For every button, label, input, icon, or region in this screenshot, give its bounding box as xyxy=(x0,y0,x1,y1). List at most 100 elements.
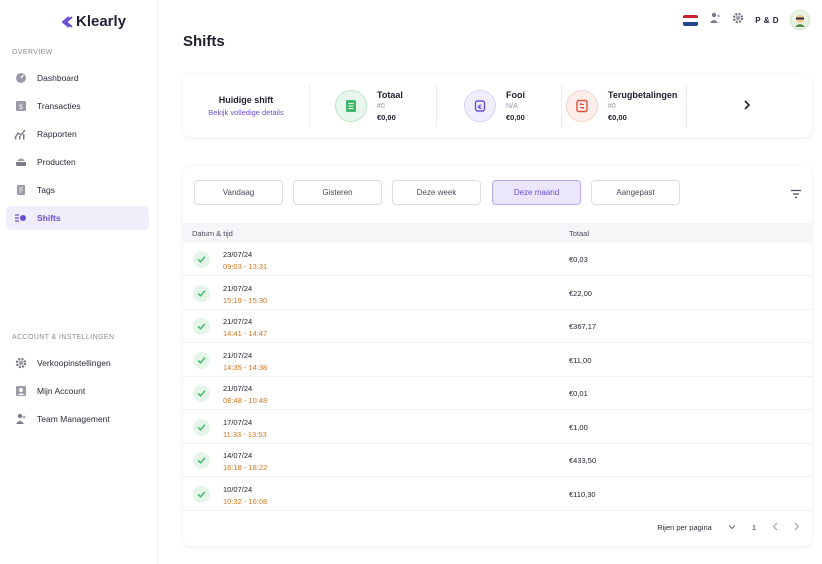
filter-deze-maand[interactable]: Deze maand xyxy=(492,180,581,205)
stat-count: #0 xyxy=(608,102,616,110)
language-flag-icon[interactable] xyxy=(683,14,699,26)
check-circle-icon xyxy=(193,251,210,268)
table-row[interactable]: 10/07/24 10:32 - 16:08 €110,30 xyxy=(183,478,812,511)
row-total: €0,03 xyxy=(569,255,588,264)
row-date: 21/07/24 xyxy=(223,350,253,360)
filter-vandaag[interactable]: Vandaag xyxy=(194,180,283,205)
row-time: 08:48 - 10:48 xyxy=(223,396,268,405)
row-total: €0,01 xyxy=(569,389,588,398)
dashboard-icon xyxy=(14,72,27,85)
sidebar-item-mijn-account[interactable]: Mijn Account xyxy=(6,379,149,403)
row-total: €1,00 xyxy=(569,422,588,432)
svg-text:€: € xyxy=(477,103,483,111)
row-total: €22,00 xyxy=(569,288,592,298)
divider xyxy=(309,84,310,127)
chevron-down-icon xyxy=(728,525,736,530)
column-header-totaal[interactable]: Totaal xyxy=(569,229,590,238)
table-row[interactable]: 17/07/24 11:33 - 13:53 €1,00 xyxy=(183,411,812,444)
check-circle-icon xyxy=(193,452,210,469)
table-row[interactable]: 21/07/24 08:48 - 10:48 €0,01 xyxy=(183,377,812,410)
sidebar: Klearly OVERVIEW Dashboard $ Transacties… xyxy=(0,0,158,564)
column-header-datum[interactable]: Datum & tijd xyxy=(192,229,233,238)
filter-icon[interactable] xyxy=(790,186,802,199)
users-icon[interactable] xyxy=(709,11,721,29)
table-header: Datum & tijd Totaal xyxy=(183,223,812,243)
sidebar-item-team-management[interactable]: Team Management xyxy=(6,407,149,431)
row-time: 09:03 - 13:31 xyxy=(223,262,268,271)
tip-icon: € xyxy=(464,89,496,122)
table-row[interactable]: 14/07/24 16:18 - 18:22 €433,50 xyxy=(183,444,812,477)
table-row[interactable]: 23/07/24 09:03 - 13:31 €0,03 xyxy=(183,243,812,276)
gear-icon xyxy=(14,357,27,370)
current-shift-block: Huidige shift Bekijk volledige details xyxy=(183,74,309,137)
next-page-icon[interactable] xyxy=(794,522,800,533)
sidebar-item-label: Team Management xyxy=(37,414,110,424)
sidebar-item-producten[interactable]: Producten xyxy=(6,150,149,174)
sidebar-item-label: Mijn Account xyxy=(37,386,86,396)
settings-gear-icon[interactable] xyxy=(732,11,744,29)
row-total: €367,17 xyxy=(569,322,597,331)
filter-deze-week[interactable]: Deze week xyxy=(392,180,481,205)
row-time: 15:19 - 15:30 xyxy=(223,295,268,305)
filter-aangepast[interactable]: Aangepast xyxy=(591,180,680,205)
stat-terugbetalingen: Terugbetalingen #0 €0,00 xyxy=(566,74,677,137)
row-date: 21/07/24 xyxy=(223,384,253,393)
chevron-right-icon[interactable] xyxy=(740,98,754,112)
sidebar-item-label: Rapporten xyxy=(37,129,77,139)
check-circle-icon xyxy=(193,385,210,402)
sidebar-item-rapporten[interactable]: Rapporten xyxy=(6,122,149,146)
sidebar-item-label: Dashboard xyxy=(37,73,79,83)
current-shift-title: Huidige shift xyxy=(218,94,274,105)
row-time: 14:41 - 14:47 xyxy=(223,329,268,338)
sidebar-item-verkoopinstellingen[interactable]: Verkoopinstellingen xyxy=(6,351,149,375)
filter-gisteren[interactable]: Gisteren xyxy=(293,180,382,205)
stat-value: €0,00 xyxy=(377,112,396,122)
avatar-icon xyxy=(795,15,805,27)
view-details-link[interactable]: Bekijk volledige details xyxy=(208,107,284,117)
table-row[interactable]: 21/07/24 14:41 - 14:47 €367,17 xyxy=(183,310,812,343)
current-shift-summary-card: Huidige shift Bekijk volledige details T… xyxy=(183,74,812,137)
stat-fooi: € Fooi N/A €0,00 xyxy=(464,74,525,137)
svg-text:$: $ xyxy=(18,103,22,111)
table-row[interactable]: 21/07/24 14:35 - 14:38 €11,00 xyxy=(183,344,812,377)
check-circle-icon xyxy=(193,418,210,436)
prev-page-icon[interactable] xyxy=(772,522,778,533)
products-icon xyxy=(14,156,27,169)
sidebar-item-tags[interactable]: Tags xyxy=(6,178,149,202)
stat-value: €0,00 xyxy=(506,112,525,122)
stat-label: Terugbetalingen xyxy=(608,89,678,100)
row-date: 21/07/24 xyxy=(223,283,253,293)
rows-per-page-label: Rijen per pagina xyxy=(657,523,712,532)
row-time: 14:35 - 14:38 xyxy=(223,362,268,372)
team-icon xyxy=(14,413,27,426)
row-time: 10:32 - 16:08 xyxy=(223,496,268,506)
shifts-icon xyxy=(14,212,27,225)
overview-section-label: OVERVIEW xyxy=(12,49,53,56)
sidebar-item-label: Tags xyxy=(37,185,55,195)
sidebar-item-label: Verkoopinstellingen xyxy=(37,358,111,368)
row-time: 16:18 - 18:22 xyxy=(223,463,268,472)
stat-totaal: Totaal #0 €0,00 xyxy=(335,74,403,137)
rows-per-page-select[interactable] xyxy=(728,523,736,532)
stat-count: N/A xyxy=(506,102,518,110)
user-name[interactable]: P & D xyxy=(755,15,779,25)
transactions-icon: $ xyxy=(14,100,27,113)
page-title: Shifts xyxy=(183,33,225,50)
avatar[interactable] xyxy=(790,10,810,30)
brand-logo[interactable]: Klearly xyxy=(60,13,126,30)
divider xyxy=(561,84,562,127)
sidebar-item-dashboard[interactable]: Dashboard xyxy=(6,66,149,90)
row-date: 10/07/24 xyxy=(223,484,253,494)
table-row[interactable]: 21/07/24 15:19 - 15:30 €22,00 xyxy=(183,277,812,310)
account-icon xyxy=(14,385,27,398)
row-date: 14/07/24 xyxy=(223,451,253,460)
pagination: Rijen per pagina 1 xyxy=(657,522,800,533)
sidebar-item-transacties[interactable]: $ Transacties xyxy=(6,94,149,118)
stat-value: €0,00 xyxy=(608,112,627,122)
row-total: €110,30 xyxy=(569,489,596,499)
total-icon xyxy=(335,89,367,122)
row-date: 17/07/24 xyxy=(223,417,253,427)
sidebar-item-shifts[interactable]: Shifts xyxy=(6,206,149,230)
stat-count: #0 xyxy=(377,102,385,110)
account-section-label: ACCOUNT & INSTELLINGEN xyxy=(12,334,115,341)
